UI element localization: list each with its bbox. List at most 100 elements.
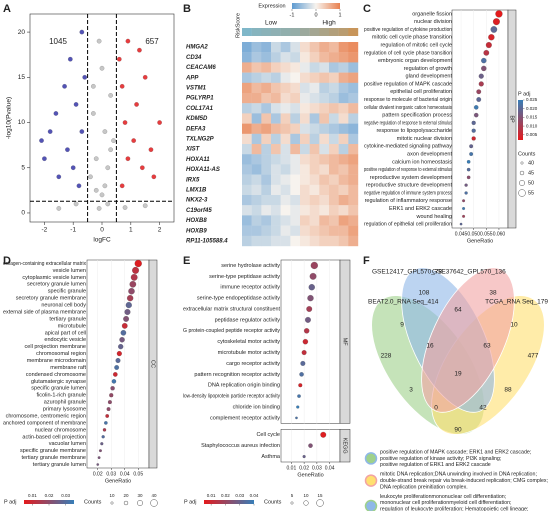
colorbar-tick-label: 0.04 [250,493,259,498]
point [96,38,102,44]
heat-cell [300,93,310,104]
term-label: regulation of growth [404,66,452,72]
heat-cell [251,103,262,114]
heat-cell [348,215,359,226]
heat-cell [329,82,339,94]
heat-cell [290,225,301,236]
heat-cell [329,133,339,145]
point [151,174,157,180]
x-tick-label: 0.055 [480,231,493,237]
point [62,84,67,89]
heat-cell [329,164,339,175]
heat-cell [261,174,272,185]
gene-label: NKX2-3 [186,198,208,204]
heat-cell [329,42,339,53]
dot [130,273,138,281]
heat-cell [329,184,339,196]
x-tick-label: 0.04 [325,465,335,471]
heat-cell [242,72,252,83]
x-axis-title: GeneRatio [297,472,323,478]
heat-cell [290,133,301,145]
heat-cell [280,144,291,155]
heat-cell [300,133,310,145]
heat-cell [290,154,301,165]
heat-cell [280,113,291,124]
point [99,65,105,71]
heat-cell [271,174,281,185]
heat-cell [348,174,359,185]
term-label: nuclear division [414,19,452,25]
heat-cell [280,123,291,134]
point [93,188,99,193]
x-axis-title: GeneRatio [105,478,131,484]
heat-cell [261,62,272,73]
heat-cell [261,93,272,104]
gene-label: TXLNG2P [186,136,215,142]
heat-cell [271,103,281,114]
heat-cell [242,52,252,63]
heat-cell [261,42,272,53]
term-label: cellular divalent inorganic cation homeo… [364,105,452,111]
dot [478,81,484,87]
heat-cell [290,174,301,185]
heat-cell [319,72,330,83]
dot [488,34,495,41]
heat-cell [338,205,349,216]
set-label: GSE37642_GPL570_136 [432,269,506,276]
heat-cell [271,154,281,165]
colorbar [518,100,523,140]
colorbar [24,500,74,504]
heat-cell [300,123,310,134]
point [73,102,79,107]
region-count: 108 [419,290,430,297]
heat-cell [261,154,272,165]
heat-cell [309,154,320,165]
facet-label: CC [150,360,156,368]
colorbar-tick-label: 1 [338,12,341,18]
heat-cell [348,195,359,206]
dot [127,294,134,302]
legend-text: positive regulation of MAPK cascade; ERK… [380,449,531,455]
y-tick-label: 10 [18,119,26,126]
heat-cell [261,215,272,226]
colorbar-tick-label: 0.01 [28,493,37,498]
dot [121,323,128,329]
legend-text: positive regulation of kinase activity; … [380,456,501,462]
heat-cell [319,205,330,216]
term-label: cytoplasmic vesicle lumen [22,275,86,281]
region-count: 64 [454,307,462,314]
heat-cell [348,52,359,63]
set-label: TCGA_RNA Seq_179 [485,299,548,306]
heat-cell [280,184,291,196]
term-label: secretory granule lumen [27,282,86,288]
heat-cell [280,62,291,73]
heat-cell [309,144,320,155]
point [65,147,70,152]
dot [485,42,492,49]
dot [483,49,490,56]
dot [473,112,479,118]
risk-label: RiskScore [235,13,241,38]
term-label: apical part of cell [45,330,86,336]
legend-title: P adj [518,91,530,97]
heat-cell [319,42,330,53]
legend-text: DNA replication preinitiation complex. [380,484,468,490]
point [47,129,53,134]
heat-cell [338,144,349,155]
heat-cell [290,72,301,83]
dot [471,136,476,141]
term-label: chromosomal region [36,351,86,357]
heat-cell [261,225,272,236]
dot [107,400,112,405]
y-tick-label: 20 [18,29,26,36]
heat-cell [348,42,359,53]
term-label: reproductive system development [370,175,453,181]
heat-cell [261,103,272,114]
dot [478,73,484,79]
heat-cell [290,144,301,155]
dot [118,344,124,350]
panel-label: C [363,3,371,15]
heat-cell [319,154,330,165]
heat-cell [290,164,301,175]
size-key [519,180,525,186]
